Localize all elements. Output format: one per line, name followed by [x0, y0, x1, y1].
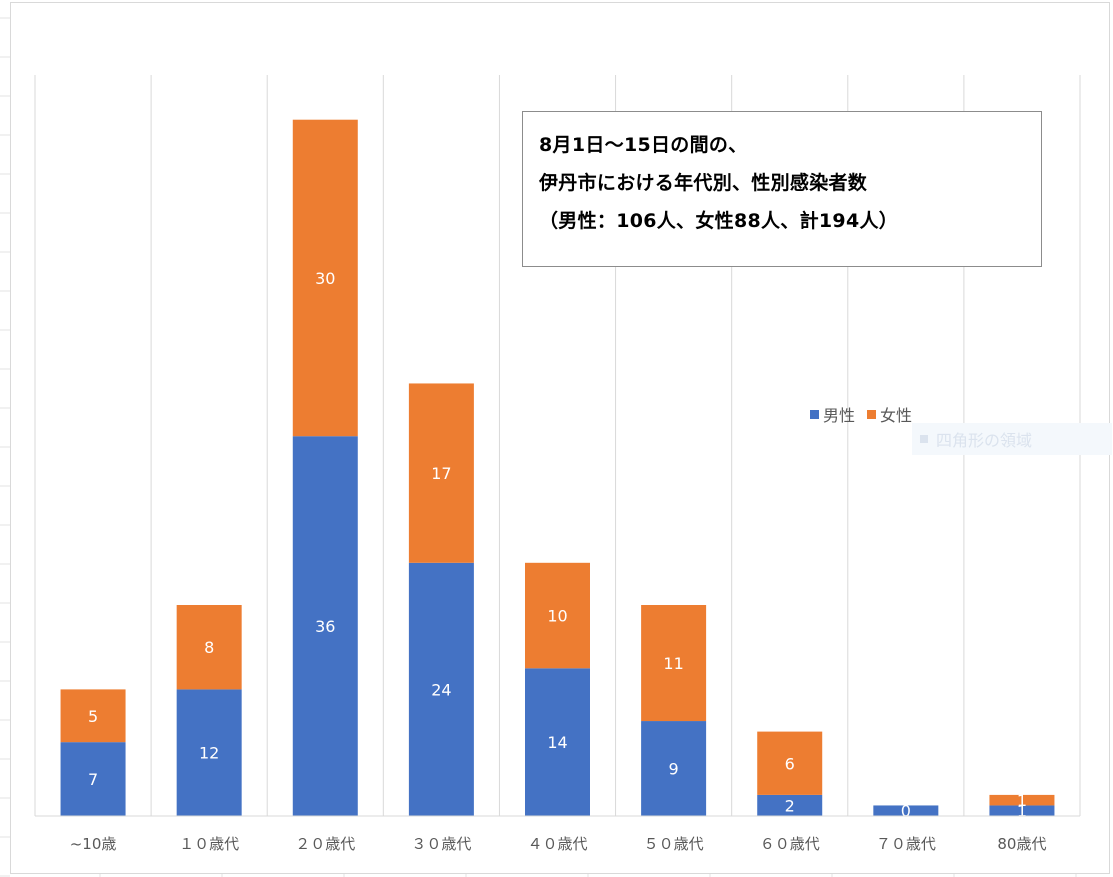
legend-item-male: 男性: [810, 402, 855, 426]
x-tick-labels: ~10歳 １０歳代 ２０歳代 ３０歳代 ４０歳代 ５０歳代 ６０歳代 ７０歳代 80歳代: [70, 835, 1047, 853]
data-label-male: 7: [88, 770, 98, 789]
bar-female[interactable]: [989, 794, 1055, 806]
data-label-female: 10: [547, 607, 567, 626]
x-tick-label: ４０歳代: [527, 835, 587, 853]
x-tick-label: ２０歳代: [295, 835, 355, 853]
square-icon: [920, 435, 928, 443]
bar-male[interactable]: [60, 742, 126, 816]
data-label-male: 0: [901, 802, 911, 821]
data-label-female: 6: [785, 754, 795, 773]
bar-male[interactable]: [292, 436, 358, 816]
bar-female[interactable]: [292, 119, 358, 437]
chart-title-line-3: （男性：106人、女性88人、計194人）: [539, 210, 899, 232]
x-tick-label: １０歳代: [179, 835, 239, 853]
data-label-female: 17: [431, 464, 451, 483]
bars: [60, 119, 1055, 816]
chart-legend[interactable]: 男性 女性: [810, 403, 912, 425]
x-tick-label: ~10歳: [70, 835, 117, 853]
bar-male[interactable]: [873, 805, 939, 816]
data-label-female: 1: [1017, 791, 1027, 810]
bar-female[interactable]: [408, 383, 474, 563]
data-label-male: 36: [315, 617, 335, 636]
legend-label-male: 男性: [823, 406, 856, 425]
chart-title-box[interactable]: 8月1日～15日の間の、 伊丹市における年代別、性別感染者数 （男性：106人、…: [522, 111, 1042, 267]
x-tick-label: ５０歳代: [644, 835, 704, 853]
bar-female[interactable]: [757, 731, 823, 795]
bar-male[interactable]: [641, 721, 707, 816]
data-label-male: 9: [669, 760, 679, 779]
bar-male[interactable]: [525, 668, 590, 816]
legend-item-female: 女性: [867, 402, 912, 426]
data-label-female: 11: [663, 654, 683, 673]
bar-female[interactable]: [525, 562, 590, 669]
data-label-male: 24: [431, 680, 451, 699]
bar-female[interactable]: [641, 605, 707, 722]
shape-tooltip: 四角形の領域: [912, 423, 1112, 455]
data-label-female: 5: [88, 707, 98, 726]
legend-swatch-male: [810, 409, 819, 419]
data-label-female: 8: [204, 638, 214, 657]
x-tick-label: ６０歳代: [760, 835, 820, 853]
data-label-male: 2: [785, 796, 795, 815]
legend-swatch-female: [867, 409, 877, 419]
shape-tooltip-text: 四角形の領域: [936, 431, 1033, 450]
data-label-female: 30: [315, 269, 335, 288]
data-label-male: 12: [199, 744, 219, 763]
bar-male[interactable]: [757, 794, 823, 816]
bar-male[interactable]: [408, 562, 474, 816]
bar-male[interactable]: [989, 805, 1055, 816]
data-label-male: 1: [1017, 802, 1027, 821]
bar-male[interactable]: [176, 689, 242, 816]
x-tick-label: ７０歳代: [876, 835, 936, 853]
bar-female[interactable]: [176, 605, 242, 690]
x-tick-label: 80歳代: [997, 835, 1046, 853]
chart-title-line-2: 伊丹市における年代別、性別感染者数: [539, 172, 868, 194]
bar-female[interactable]: [60, 689, 126, 743]
data-label-male: 14: [547, 733, 567, 752]
legend-label-female: 女性: [880, 406, 913, 425]
x-tick-label: ３０歳代: [411, 835, 471, 853]
chart-title-line-1: 8月1日～15日の間の、: [539, 134, 748, 156]
